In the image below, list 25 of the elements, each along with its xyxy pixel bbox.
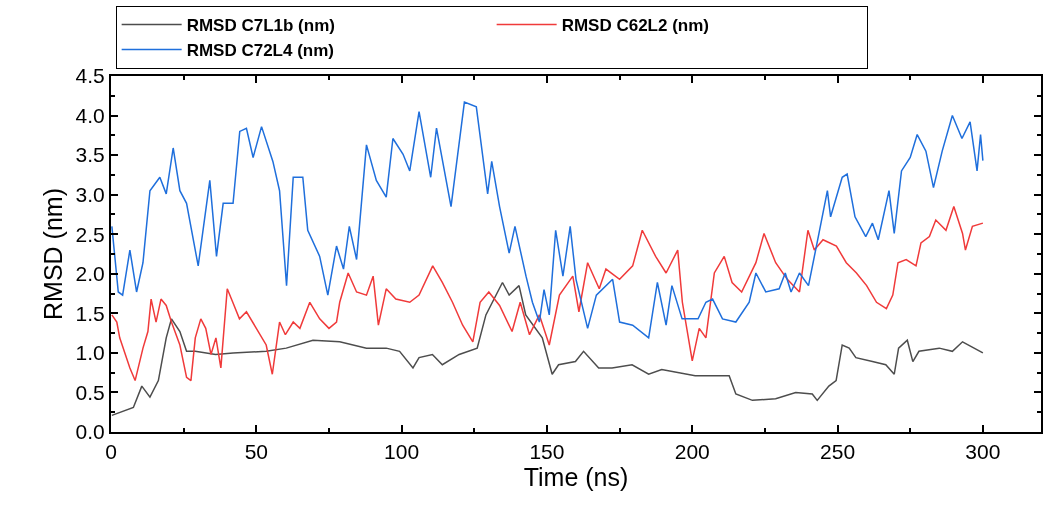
y-tick-label: 3.0 <box>75 183 105 207</box>
line-series <box>111 101 984 339</box>
y-axis-title: RMSD (nm) <box>38 188 67 320</box>
y-tick-label: 4.0 <box>75 103 105 127</box>
y-tick-label: 1.0 <box>75 341 105 365</box>
x-tick-label: 50 <box>244 440 268 464</box>
x-tick-label: 150 <box>529 440 565 464</box>
y-tick-label: 1.5 <box>75 301 105 325</box>
legend-label: RMSD C62L2 (nm) <box>561 16 710 36</box>
y-tick-label: 2.0 <box>75 262 105 286</box>
line-series <box>111 281 984 417</box>
x-axis-title: Time (ns) <box>523 463 629 492</box>
legend-label: RMSD C7L1b (nm) <box>186 16 335 36</box>
y-tick-label: 0.5 <box>75 380 105 404</box>
x-tick-label: 0 <box>105 440 117 464</box>
x-tick-label: 200 <box>674 440 710 464</box>
x-tick-label: 100 <box>384 440 420 464</box>
y-tick-label: 4.5 <box>75 64 105 88</box>
y-tick-label: 0.0 <box>75 420 105 444</box>
line-series <box>111 205 984 382</box>
y-tick-label: 2.5 <box>75 222 105 246</box>
legend-label: RMSD C72L4 (nm) <box>186 41 335 61</box>
y-tick-label: 3.5 <box>75 143 105 167</box>
x-tick-label: 300 <box>965 440 1001 464</box>
x-tick-label: 250 <box>820 440 856 464</box>
